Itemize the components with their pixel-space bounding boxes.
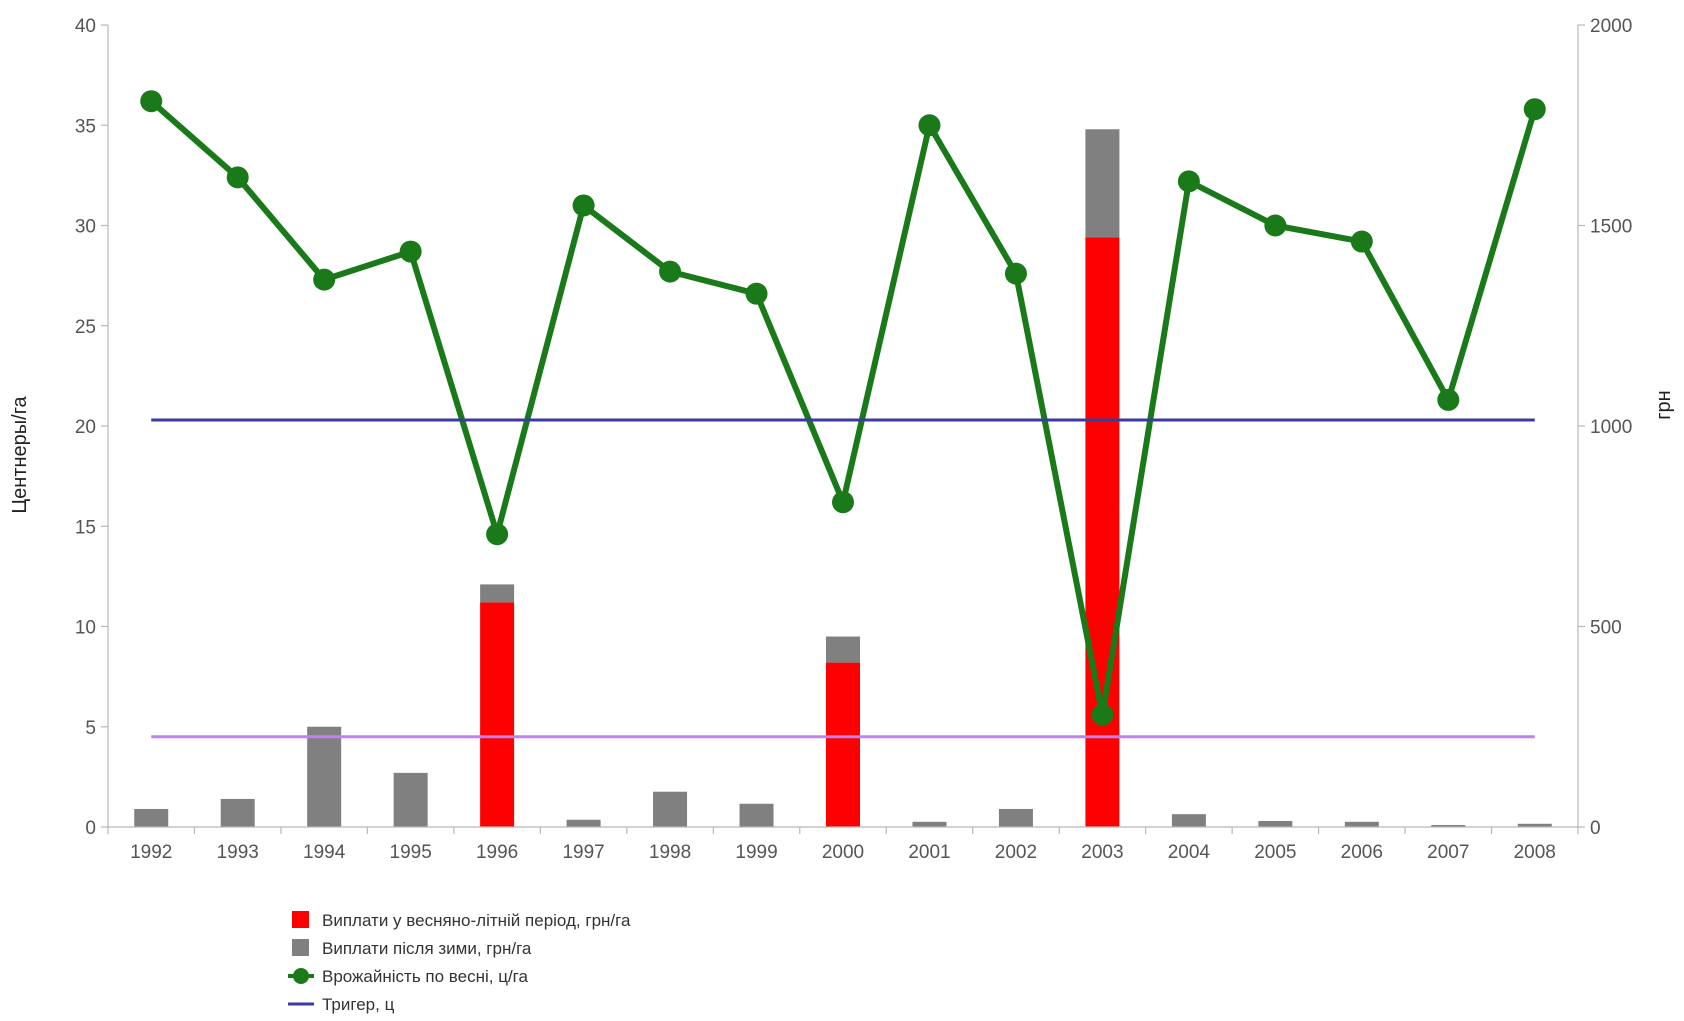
bar-1-1992 (134, 808, 169, 827)
bar-1-1997 (566, 819, 601, 827)
yield-point-1994 (313, 268, 336, 291)
left-tick-label: 10 (75, 618, 96, 639)
series-lines (140, 90, 1546, 739)
x-tick-label: 2006 (1341, 842, 1383, 863)
right-tick-label: 500 (1590, 618, 1622, 639)
yield-point-2005 (1264, 214, 1287, 237)
bar-1-1999 (739, 803, 774, 827)
bar-1-1998 (653, 791, 688, 827)
bar-1-2001 (912, 821, 947, 827)
bar-1-2002 (998, 808, 1033, 827)
bar-1-1994 (307, 726, 342, 827)
bar-1-2000 (826, 636, 860, 663)
yield-point-2008 (1523, 98, 1546, 121)
bar-1-2007 (1431, 824, 1466, 827)
legend: Виплати у весняно-літній період, грн/га В… (288, 911, 631, 1014)
bar-1-1996 (480, 584, 515, 603)
legend-swatch-marker-2 (293, 968, 309, 984)
right-axis-title: грн (1653, 390, 1675, 419)
x-tick-label: 1995 (390, 842, 432, 863)
bar-0-2000 (826, 662, 860, 827)
x-tick-label: 1999 (735, 842, 777, 863)
legend-label-1: Виплати після зими, грн/га (322, 939, 532, 958)
yield-point-1993 (226, 166, 249, 189)
x-tick-label: 2008 (1514, 842, 1556, 863)
x-tick-label: 2001 (908, 842, 950, 863)
yield-point-2004 (1177, 170, 1200, 193)
bar-0-2003 (1085, 237, 1120, 827)
bar-1-2008 (1517, 823, 1552, 827)
left-tick-label: 25 (75, 317, 96, 338)
yield-point-2001 (918, 114, 941, 137)
left-tick-label: 35 (75, 116, 96, 137)
left-tick-label: 30 (75, 217, 96, 238)
left-tick-label: 0 (85, 818, 96, 839)
yield-point-1997 (572, 194, 595, 217)
yield-point-2003 (1091, 703, 1114, 726)
x-tick-label: 1996 (476, 842, 518, 863)
legend-label-0: Виплати у весняно-літній період, грн/га (322, 911, 631, 930)
yield-point-1998 (659, 260, 682, 283)
axes: 0 5 10 15 20 25 30 35 40 0 500 1000 1500 2000 1992 1993… (75, 16, 1632, 863)
bars (134, 129, 1552, 827)
left-tick-label: 5 (85, 718, 96, 739)
left-axis-title: Центнеры/га (9, 395, 31, 513)
x-tick-label: 1993 (217, 842, 259, 863)
right-tick-label: 0 (1590, 818, 1601, 839)
yield-point-2002 (1004, 262, 1027, 285)
left-tick-label: 20 (75, 417, 96, 438)
yield-point-1995 (399, 240, 422, 263)
legend-swatch-0 (292, 911, 309, 928)
bar-1-1993 (220, 798, 255, 827)
bar-1-2005 (1258, 820, 1293, 827)
right-tick-label: 1000 (1590, 417, 1632, 438)
x-tick-label: 2000 (822, 842, 864, 863)
bar-1-2006 (1344, 821, 1379, 827)
x-tick-label: 2003 (1081, 842, 1123, 863)
yield-point-1996 (486, 523, 509, 546)
left-tick-label: 40 (75, 16, 96, 37)
bar-1-2003 (1085, 129, 1120, 238)
x-tick-label: 1997 (562, 842, 604, 863)
legend-label-3: Тригер, ц (322, 995, 395, 1014)
left-tick-label: 15 (75, 517, 96, 538)
legend-label-2: Врожайність по весні, ц/га (322, 967, 528, 986)
x-tick-label: 2007 (1427, 842, 1469, 863)
legend-swatch-1 (292, 939, 309, 956)
yield-point-1992 (140, 90, 163, 113)
x-tick-label: 2002 (995, 842, 1037, 863)
x-tick-label: 1992 (130, 842, 172, 863)
right-tick-label: 2000 (1590, 16, 1632, 37)
yield-point-2006 (1350, 230, 1373, 253)
x-tick-label: 1994 (303, 842, 346, 863)
bar-1-1995 (393, 772, 428, 827)
right-tick-label: 1500 (1590, 217, 1632, 238)
x-tick-label: 2004 (1168, 842, 1211, 863)
yield-point-2000 (832, 491, 854, 514)
x-tick-label: 1998 (649, 842, 691, 863)
yield-point-1999 (745, 282, 768, 305)
x-tick-label: 2005 (1254, 842, 1296, 863)
bar-0-1996 (480, 602, 515, 827)
bar-1-2004 (1171, 814, 1206, 827)
yield-point-2007 (1437, 388, 1460, 411)
